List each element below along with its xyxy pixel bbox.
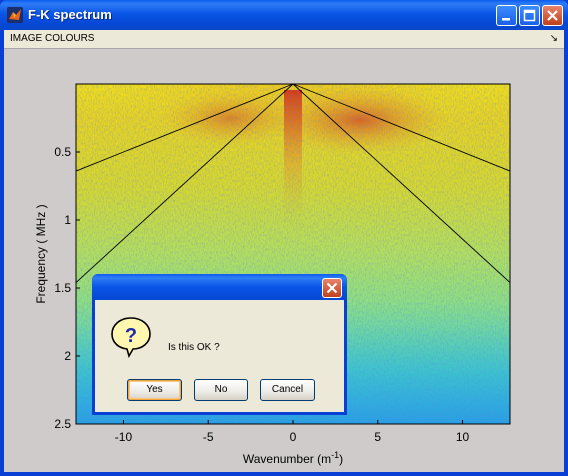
dialog-body: ? Is this OK ? Yes No Cancel xyxy=(95,300,344,412)
dialog-close-button[interactable] xyxy=(322,278,342,298)
close-icon xyxy=(326,282,338,294)
minimize-button[interactable] xyxy=(496,5,517,26)
no-button[interactable]: No xyxy=(194,379,248,401)
cancel-button[interactable]: Cancel xyxy=(260,379,315,401)
y-axis-label: Frequency ( MHz ) xyxy=(34,204,48,303)
yes-button[interactable]: Yes xyxy=(127,379,182,401)
velocity-line-2 xyxy=(75,83,294,283)
x-tick-label: 10 xyxy=(456,430,470,444)
matlab-app-icon xyxy=(7,7,23,23)
x-tick-label: 5 xyxy=(374,430,381,444)
y-tick-label: 2.5 xyxy=(54,417,71,431)
velocity-line-3 xyxy=(292,83,511,172)
x-axis-label: Wavenumber (m-1) xyxy=(243,450,343,466)
x-tick-label: 0 xyxy=(290,430,297,444)
x-tick-label: -5 xyxy=(203,430,214,444)
close-icon xyxy=(547,10,558,21)
question-icon: ? xyxy=(111,317,151,358)
svg-text:?: ? xyxy=(125,325,137,347)
maximize-button[interactable] xyxy=(519,5,540,26)
dialog-titlebar[interactable] xyxy=(92,274,347,300)
velocity-lines xyxy=(75,83,511,283)
menubar: IMAGE COLOURS ↘ xyxy=(4,30,564,49)
menubar-arrow-icon: ↘ xyxy=(549,33,558,44)
y-tick-label: 0.5 xyxy=(54,145,71,159)
window-titlebar[interactable]: F-K spectrum xyxy=(0,0,568,30)
y-axis-ticks: 0.5 1 1.5 2 2.5 xyxy=(54,145,80,431)
dialog-message: Is this OK ? xyxy=(168,342,220,353)
velocity-line-4 xyxy=(292,83,511,283)
y-tick-label: 1.5 xyxy=(54,281,71,295)
window-title: F-K spectrum xyxy=(28,7,112,22)
velocity-line-1 xyxy=(75,83,294,172)
x-axis-ticks: -10 -5 0 5 10 xyxy=(115,420,470,444)
close-button[interactable] xyxy=(542,5,563,26)
maximize-icon xyxy=(523,9,536,22)
menu-image-colours[interactable]: IMAGE COLOURS xyxy=(10,33,95,44)
confirm-dialog: ? Is this OK ? Yes No Cancel xyxy=(92,274,347,415)
y-tick-label: 1 xyxy=(64,213,71,227)
x-tick-label: -10 xyxy=(115,430,133,444)
y-tick-label: 2 xyxy=(64,349,71,363)
minimize-icon xyxy=(502,18,510,21)
